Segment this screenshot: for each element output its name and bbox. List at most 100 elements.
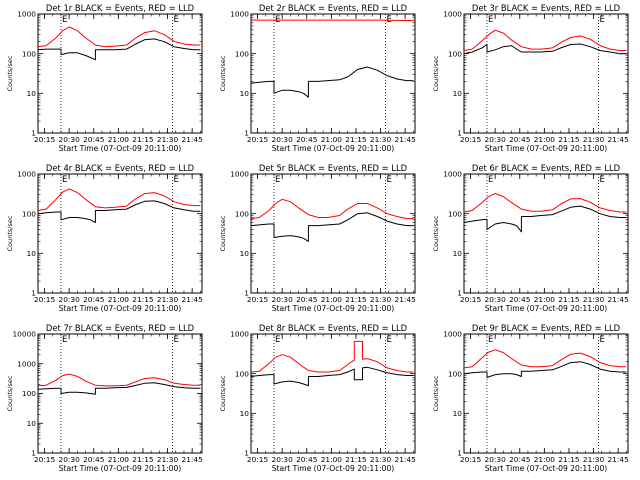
chart-title: Det 2r BLACK = Events, RED = LLD — [259, 3, 407, 13]
x-tick-label: 20:15 — [34, 295, 56, 304]
x-tick-label: 21:00 — [534, 135, 556, 144]
x-tick-label: 21:15 — [132, 455, 154, 464]
x-tick-label: 21:30 — [157, 135, 179, 144]
y-tick-label: 100 — [235, 49, 249, 58]
x-tick-label: 21:45 — [608, 455, 630, 464]
y-tick-label: 10 — [27, 419, 37, 428]
x-tick-label: 21:15 — [558, 295, 580, 304]
lld-series-line — [250, 340, 414, 373]
y-tick-label: 100 — [22, 389, 36, 398]
y-tick-label: 1 — [31, 449, 36, 458]
chart-title: Det 3r BLACK = Events, RED = LLD — [472, 3, 620, 13]
chart-panel-4: Det 4r BLACK = Events, RED = LLD Counts/s… — [6, 163, 203, 313]
x-tick-label: 20:15 — [460, 295, 482, 304]
events-series-line — [463, 43, 627, 55]
event-marker-label: E — [386, 335, 391, 345]
x-tick-label: 21:15 — [345, 135, 367, 144]
x-tick-label: 21:30 — [583, 135, 605, 144]
x-tick-label: 21:15 — [558, 135, 580, 144]
x-tick-label: 20:45 — [83, 135, 105, 144]
x-tick-label: 21:00 — [321, 295, 343, 304]
lld-series-line — [37, 373, 201, 387]
y-tick-label: 1 — [244, 289, 249, 298]
y-tick-label: 10 — [27, 249, 37, 258]
chart-title: Det 9r BLACK = Events, RED = LLD — [472, 323, 620, 333]
y-axis-label: Counts/sec — [432, 55, 440, 91]
chart-title: Det 4r BLACK = Events, RED = LLD — [46, 163, 194, 173]
x-tick-label: 21:00 — [108, 135, 130, 144]
y-tick-label: 1000 — [17, 170, 36, 179]
events-series-line — [250, 212, 414, 242]
chart-panel-5: Det 5r BLACK = Events, RED = LLD Counts/s… — [219, 163, 416, 313]
y-tick-label: 100 — [448, 369, 462, 378]
plot-frame — [250, 13, 416, 134]
x-tick-label: 20:15 — [247, 455, 269, 464]
x-tick-label: 21:00 — [321, 135, 343, 144]
event-marker-label: E — [599, 175, 604, 185]
x-tick-label: 20:45 — [296, 455, 318, 464]
y-tick-label: 100 — [448, 49, 462, 58]
y-tick-label: 1000 — [17, 10, 36, 19]
y-tick-label: 1 — [244, 129, 249, 138]
x-tick-label: 21:00 — [321, 455, 343, 464]
plot-frame — [463, 173, 629, 294]
x-tick-label: 20:30 — [272, 295, 294, 304]
x-axis-label: Start Time (07-Oct-09 20:11:00) — [272, 144, 395, 153]
x-tick-label: 20:30 — [59, 135, 81, 144]
plot-frame — [250, 173, 416, 294]
y-tick-label: 10 — [27, 89, 37, 98]
x-tick-label: 20:15 — [34, 135, 56, 144]
event-marker-label: E — [488, 335, 493, 345]
x-tick-label: 20:30 — [59, 295, 81, 304]
plot-frame — [37, 13, 203, 134]
x-tick-label: 20:30 — [272, 455, 294, 464]
x-tick-label: 20:45 — [296, 295, 318, 304]
event-marker-label: E — [173, 15, 178, 25]
y-axis-label: Counts/sec — [6, 375, 14, 411]
x-tick-label: 21:45 — [395, 295, 417, 304]
chart-title: Det 6r BLACK = Events, RED = LLD — [472, 163, 620, 173]
x-tick-label: 20:45 — [296, 135, 318, 144]
chart-panel-3: Det 3r BLACK = Events, RED = LLD Counts/s… — [432, 3, 629, 153]
x-axis-label: Start Time (07-Oct-09 20:11:00) — [485, 304, 608, 313]
x-tick-label: 20:45 — [83, 455, 105, 464]
chart-panel-6: Det 6r BLACK = Events, RED = LLD Counts/s… — [432, 163, 629, 313]
lld-series-line — [463, 29, 627, 51]
x-tick-label: 21:30 — [157, 455, 179, 464]
y-tick-label: 1000 — [230, 10, 249, 19]
chart-title: Det 1r BLACK = Events, RED = LLD — [46, 3, 194, 13]
y-tick-label: 10 — [453, 249, 463, 258]
y-tick-label: 1000 — [443, 330, 462, 339]
y-tick-label: 100 — [448, 209, 462, 218]
event-marker-label: E — [386, 175, 391, 185]
y-axis-label: Counts/sec — [219, 55, 227, 91]
x-axis-label: Start Time (07-Oct-09 20:11:00) — [485, 464, 608, 473]
event-marker-label: E — [488, 175, 493, 185]
x-axis-label: Start Time (07-Oct-09 20:11:00) — [59, 464, 182, 473]
y-axis-label: Counts/sec — [219, 375, 227, 411]
event-marker-label: E — [173, 175, 178, 185]
y-tick-label: 100 — [235, 369, 249, 378]
x-tick-label: 20:30 — [485, 455, 507, 464]
x-tick-label: 21:30 — [583, 455, 605, 464]
x-tick-label: 21:30 — [370, 455, 392, 464]
y-axis-label: Counts/sec — [6, 55, 14, 91]
x-tick-label: 20:15 — [247, 135, 269, 144]
y-tick-label: 1 — [244, 449, 249, 458]
x-tick-label: 21:15 — [345, 455, 367, 464]
x-tick-label: 21:15 — [558, 455, 580, 464]
x-axis-label: Start Time (07-Oct-09 20:11:00) — [485, 144, 608, 153]
x-tick-label: 21:45 — [182, 135, 204, 144]
x-tick-label: 21:45 — [182, 295, 204, 304]
x-tick-label: 21:30 — [157, 295, 179, 304]
x-tick-label: 21:45 — [608, 135, 630, 144]
y-axis-label: Counts/sec — [6, 215, 14, 251]
x-tick-label: 21:15 — [132, 135, 154, 144]
x-axis-label: Start Time (07-Oct-09 20:11:00) — [272, 304, 395, 313]
events-series-line — [37, 200, 201, 223]
x-axis-label: Start Time (07-Oct-09 20:11:00) — [272, 464, 395, 473]
event-marker-label: E — [62, 15, 67, 25]
x-tick-label: 21:30 — [370, 135, 392, 144]
